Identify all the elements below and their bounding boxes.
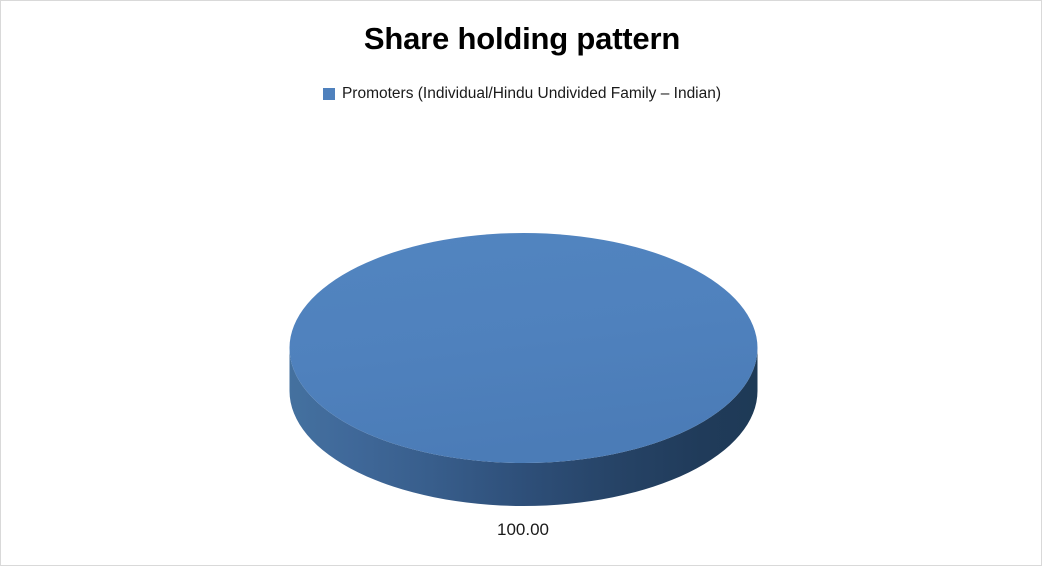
pie-slice-data-label: 100.00 (497, 520, 549, 539)
pie-chart (289, 233, 758, 506)
legend-swatch-icon (322, 88, 335, 100)
legend-item-promoters[interactable]: Promoters (Individual/Hindu Undivided Fa… (322, 85, 722, 103)
legend-item-label: Promoters (Individual/Hindu Undivided Fa… (341, 85, 722, 102)
pie-slice-promoters[interactable] (289, 233, 758, 463)
chart-legend: Promoters (Individual/Hindu Undivided Fa… (1, 85, 1041, 103)
pie-slice-side-wall (289, 348, 758, 506)
pie-chart-graphic (289, 233, 758, 506)
chart-title: Share holding pattern (363, 21, 681, 56)
